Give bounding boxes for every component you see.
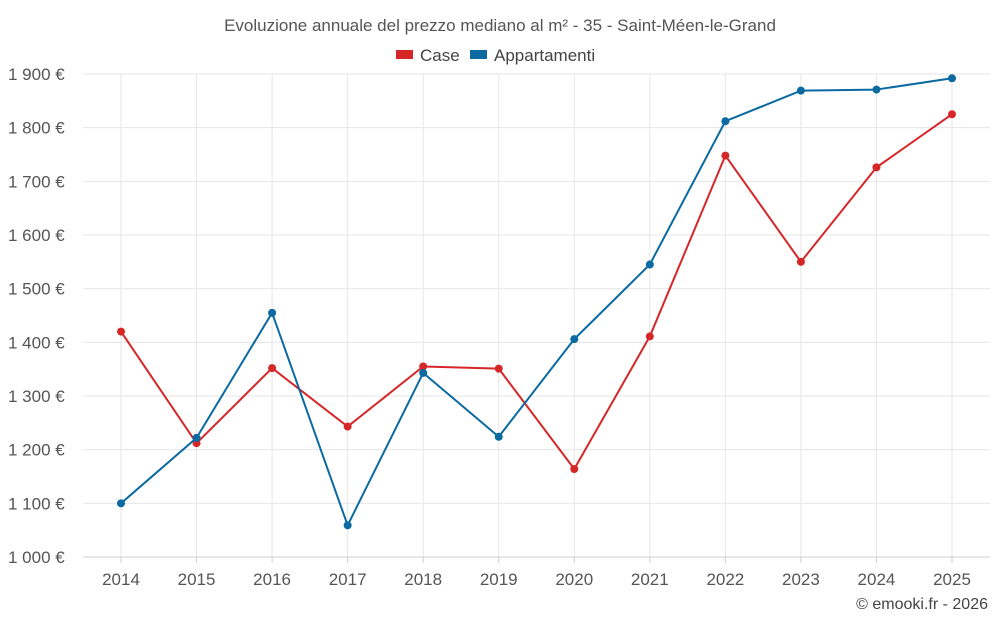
gridlines — [83, 73, 990, 558]
data-point[interactable] — [645, 260, 654, 269]
data-point[interactable] — [419, 368, 428, 377]
data-point[interactable] — [117, 327, 125, 336]
data-point[interactable] — [192, 433, 201, 442]
data-point[interactable] — [343, 521, 352, 530]
x-tick-label: 2014 — [102, 570, 140, 589]
series-appartamenti — [117, 74, 956, 530]
data-point[interactable] — [117, 499, 125, 508]
y-tick-label: 1 600 € — [8, 226, 65, 245]
data-point[interactable] — [570, 335, 579, 344]
data-point[interactable] — [570, 464, 579, 473]
y-tick-label: 1 800 € — [8, 119, 65, 138]
data-point[interactable] — [796, 86, 805, 95]
y-tick-label: 1 000 € — [8, 548, 65, 567]
y-axis-ticks: 1 000 € 1 100 € 1 200 € 1 300 € 1 400 € 1 500… — [8, 65, 65, 567]
credit-text: © emooki.fr - 2026 — [856, 596, 988, 613]
x-tick-label: 2019 — [480, 570, 518, 589]
x-tick-label: 2021 — [631, 570, 669, 589]
data-point[interactable] — [645, 332, 654, 341]
y-tick-label: 1 200 € — [8, 441, 65, 460]
y-tick-label: 1 900 € — [8, 65, 65, 84]
x-axis-ticks: 2014 2015 2016 2017 2018 2019 2020 2021 2022 2023… — [102, 557, 971, 589]
x-tick-label: 2016 — [253, 570, 291, 589]
data-point[interactable] — [494, 364, 503, 373]
series-layer — [117, 74, 956, 530]
x-tick-label: 2018 — [404, 570, 442, 589]
x-tick-label: 2020 — [555, 570, 593, 589]
x-tick-label: 2022 — [706, 570, 744, 589]
y-tick-label: 1 700 € — [8, 172, 65, 191]
data-point[interactable] — [494, 432, 503, 441]
x-tick-label: 2015 — [178, 570, 216, 589]
legend-label: Case — [420, 46, 460, 65]
legend-swatch — [396, 50, 413, 59]
series-case — [117, 110, 956, 473]
legend: Case Appartamenti — [396, 46, 595, 65]
y-tick-label: 1 500 € — [8, 280, 65, 299]
data-point[interactable] — [948, 74, 956, 83]
x-tick-label: 2023 — [782, 570, 820, 589]
data-point[interactable] — [872, 85, 881, 94]
data-point[interactable] — [268, 308, 277, 317]
data-point[interactable] — [872, 163, 881, 172]
series-line — [120, 113, 953, 470]
data-point[interactable] — [268, 364, 277, 373]
legend-item-0[interactable]: Case — [396, 46, 460, 65]
data-point[interactable] — [796, 257, 805, 266]
series-line — [120, 77, 953, 527]
x-tick-label: 2017 — [329, 570, 367, 589]
y-tick-label: 1 100 € — [8, 494, 65, 513]
x-tick-label: 2025 — [933, 570, 971, 589]
data-point[interactable] — [948, 110, 956, 119]
y-tick-label: 1 400 € — [8, 333, 65, 352]
data-point[interactable] — [343, 422, 352, 431]
data-point[interactable] — [721, 117, 730, 126]
data-point[interactable] — [419, 362, 428, 371]
legend-label: Appartamenti — [494, 46, 595, 65]
chart-title: Evoluzione annuale del prezzo mediano al… — [224, 16, 776, 35]
y-tick-label: 1 300 € — [8, 387, 65, 406]
data-point[interactable] — [721, 151, 730, 160]
legend-swatch — [470, 50, 487, 59]
legend-item-1[interactable]: Appartamenti — [470, 46, 595, 65]
x-tick-label: 2024 — [858, 570, 896, 589]
